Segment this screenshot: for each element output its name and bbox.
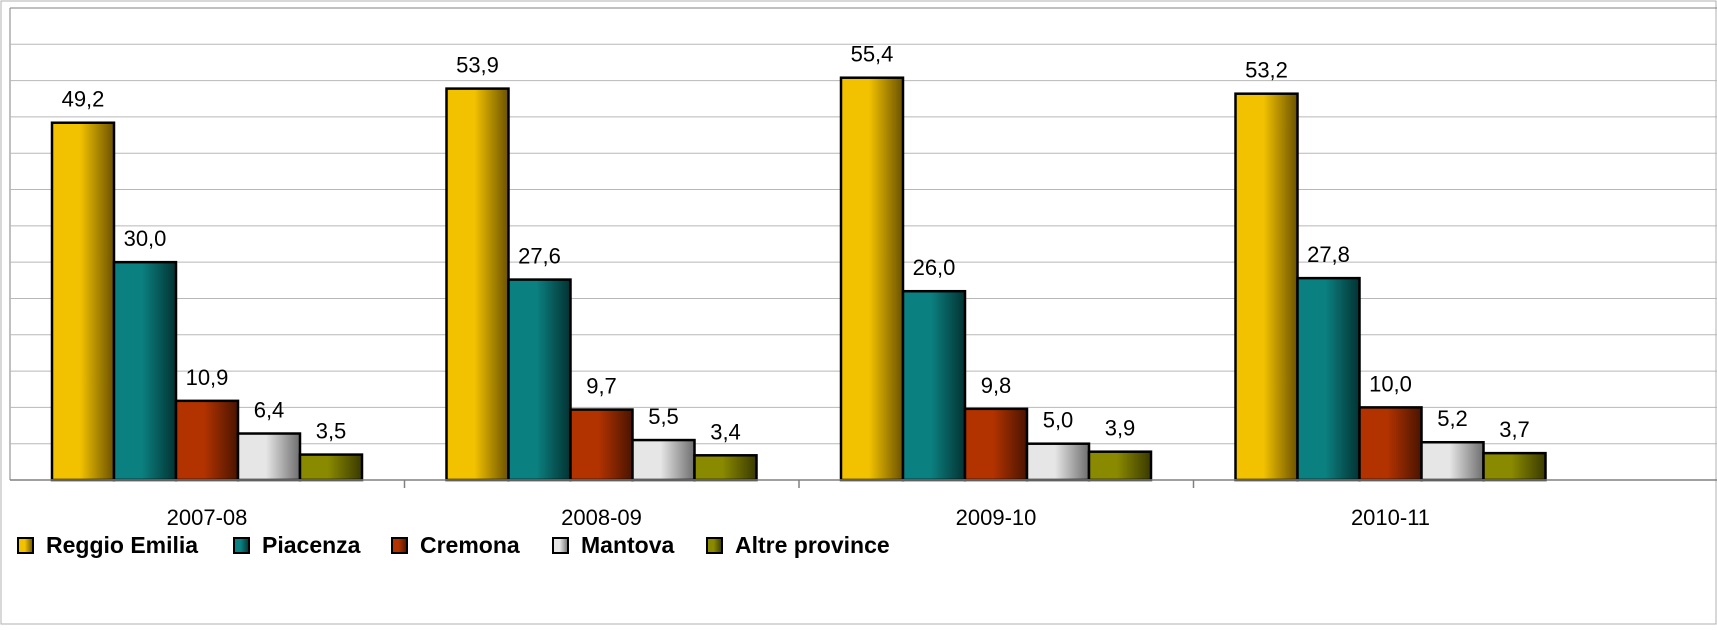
data-label-reggio-emilia-2008-09: 53,9	[456, 53, 499, 78]
data-label-reggio-emilia-2009-10: 55,4	[851, 42, 894, 67]
bar-piacenza-2010-11	[1296, 276, 1361, 482]
data-labels: 49,2 30,0 10,9 6,4 3,5 53,9 27,6 9,7 5,5 3,4 55,4 2…	[62, 42, 1530, 445]
data-label-cremona-2010-11: 10,0	[1369, 371, 1412, 396]
bar-cremona-2008-09	[569, 408, 634, 482]
bar-piacenza-2007-08	[112, 260, 178, 482]
x-tick-label-2008-09: 2008-09	[561, 505, 642, 530]
legend-swatch-cremona	[391, 537, 408, 554]
bar-altre-province-2009-10	[1087, 450, 1153, 482]
x-tick-label-2010-11: 2010-11	[1351, 505, 1430, 530]
data-label-piacenza-2008-09: 27,6	[518, 244, 561, 269]
data-label-reggio-emilia-2007-08: 49,2	[62, 87, 105, 112]
bar-reggio-emilia-2008-09	[445, 87, 510, 482]
data-label-piacenza-2010-11: 27,8	[1307, 242, 1350, 267]
bar-cremona-2010-11	[1358, 406, 1423, 482]
data-label-altre-province-2009-10: 3,9	[1105, 416, 1136, 441]
legend-label-mantova: Mantova	[581, 532, 675, 558]
legend-swatch-altre-province	[706, 537, 723, 554]
bar-mantova-2008-09	[631, 438, 696, 482]
bar-mantova-2010-11	[1420, 440, 1485, 482]
x-tick-label-2009-10: 2009-10	[956, 505, 1037, 530]
data-label-reggio-emilia-2010-11: 53,2	[1245, 58, 1288, 83]
legend-label-cremona: Cremona	[420, 532, 520, 558]
data-label-mantova-2010-11: 5,2	[1437, 406, 1468, 431]
bar-altre-province-2010-11	[1482, 451, 1547, 482]
data-label-altre-province-2007-08: 3,5	[316, 419, 347, 444]
data-label-mantova-2007-08: 6,4	[254, 398, 285, 423]
legend-label-altre-province: Altre province	[735, 532, 890, 558]
bar-reggio-emilia-2009-10	[839, 76, 905, 482]
data-label-altre-province-2010-11: 3,7	[1499, 417, 1530, 442]
data-label-cremona-2007-08: 10,9	[186, 365, 229, 390]
bar-piacenza-2009-10	[901, 289, 967, 482]
legend-swatch-mantova	[552, 537, 569, 554]
bar-reggio-emilia-2010-11	[1234, 92, 1299, 482]
data-label-mantova-2008-09: 5,5	[648, 404, 679, 429]
bar-piacenza-2008-09	[507, 278, 572, 482]
bar-cremona-2009-10	[963, 407, 1029, 482]
bar-cremona-2007-08	[174, 399, 240, 482]
bar-mantova-2007-08	[236, 432, 302, 482]
x-tick-label-2007-08: 2007-08	[167, 505, 248, 530]
bar-mantova-2009-10	[1025, 442, 1091, 482]
bar-altre-province-2008-09	[693, 454, 758, 482]
data-label-cremona-2009-10: 9,8	[981, 373, 1012, 398]
bar-altre-province-2007-08	[298, 453, 364, 482]
data-label-cremona-2008-09: 9,7	[586, 374, 617, 399]
data-label-piacenza-2009-10: 26,0	[913, 255, 956, 280]
legend-label-piacenza: Piacenza	[262, 532, 361, 558]
data-label-mantova-2009-10: 5,0	[1043, 408, 1074, 433]
legend-swatch-piacenza	[233, 537, 250, 554]
legend-swatch-reggio-emilia	[17, 537, 34, 554]
bar-reggio-emilia-2007-08	[50, 121, 116, 482]
bars	[50, 76, 1547, 482]
data-label-piacenza-2007-08: 30,0	[124, 226, 167, 251]
legend: Reggio Emilia Piacenza Cremona Mantova Altre…	[17, 532, 890, 558]
data-label-altre-province-2008-09: 3,4	[710, 419, 741, 444]
legend-label-reggio-emilia: Reggio Emilia	[46, 532, 198, 558]
x-axis: 2007-08 2008-09 2009-10 2010-11	[10, 479, 1717, 530]
